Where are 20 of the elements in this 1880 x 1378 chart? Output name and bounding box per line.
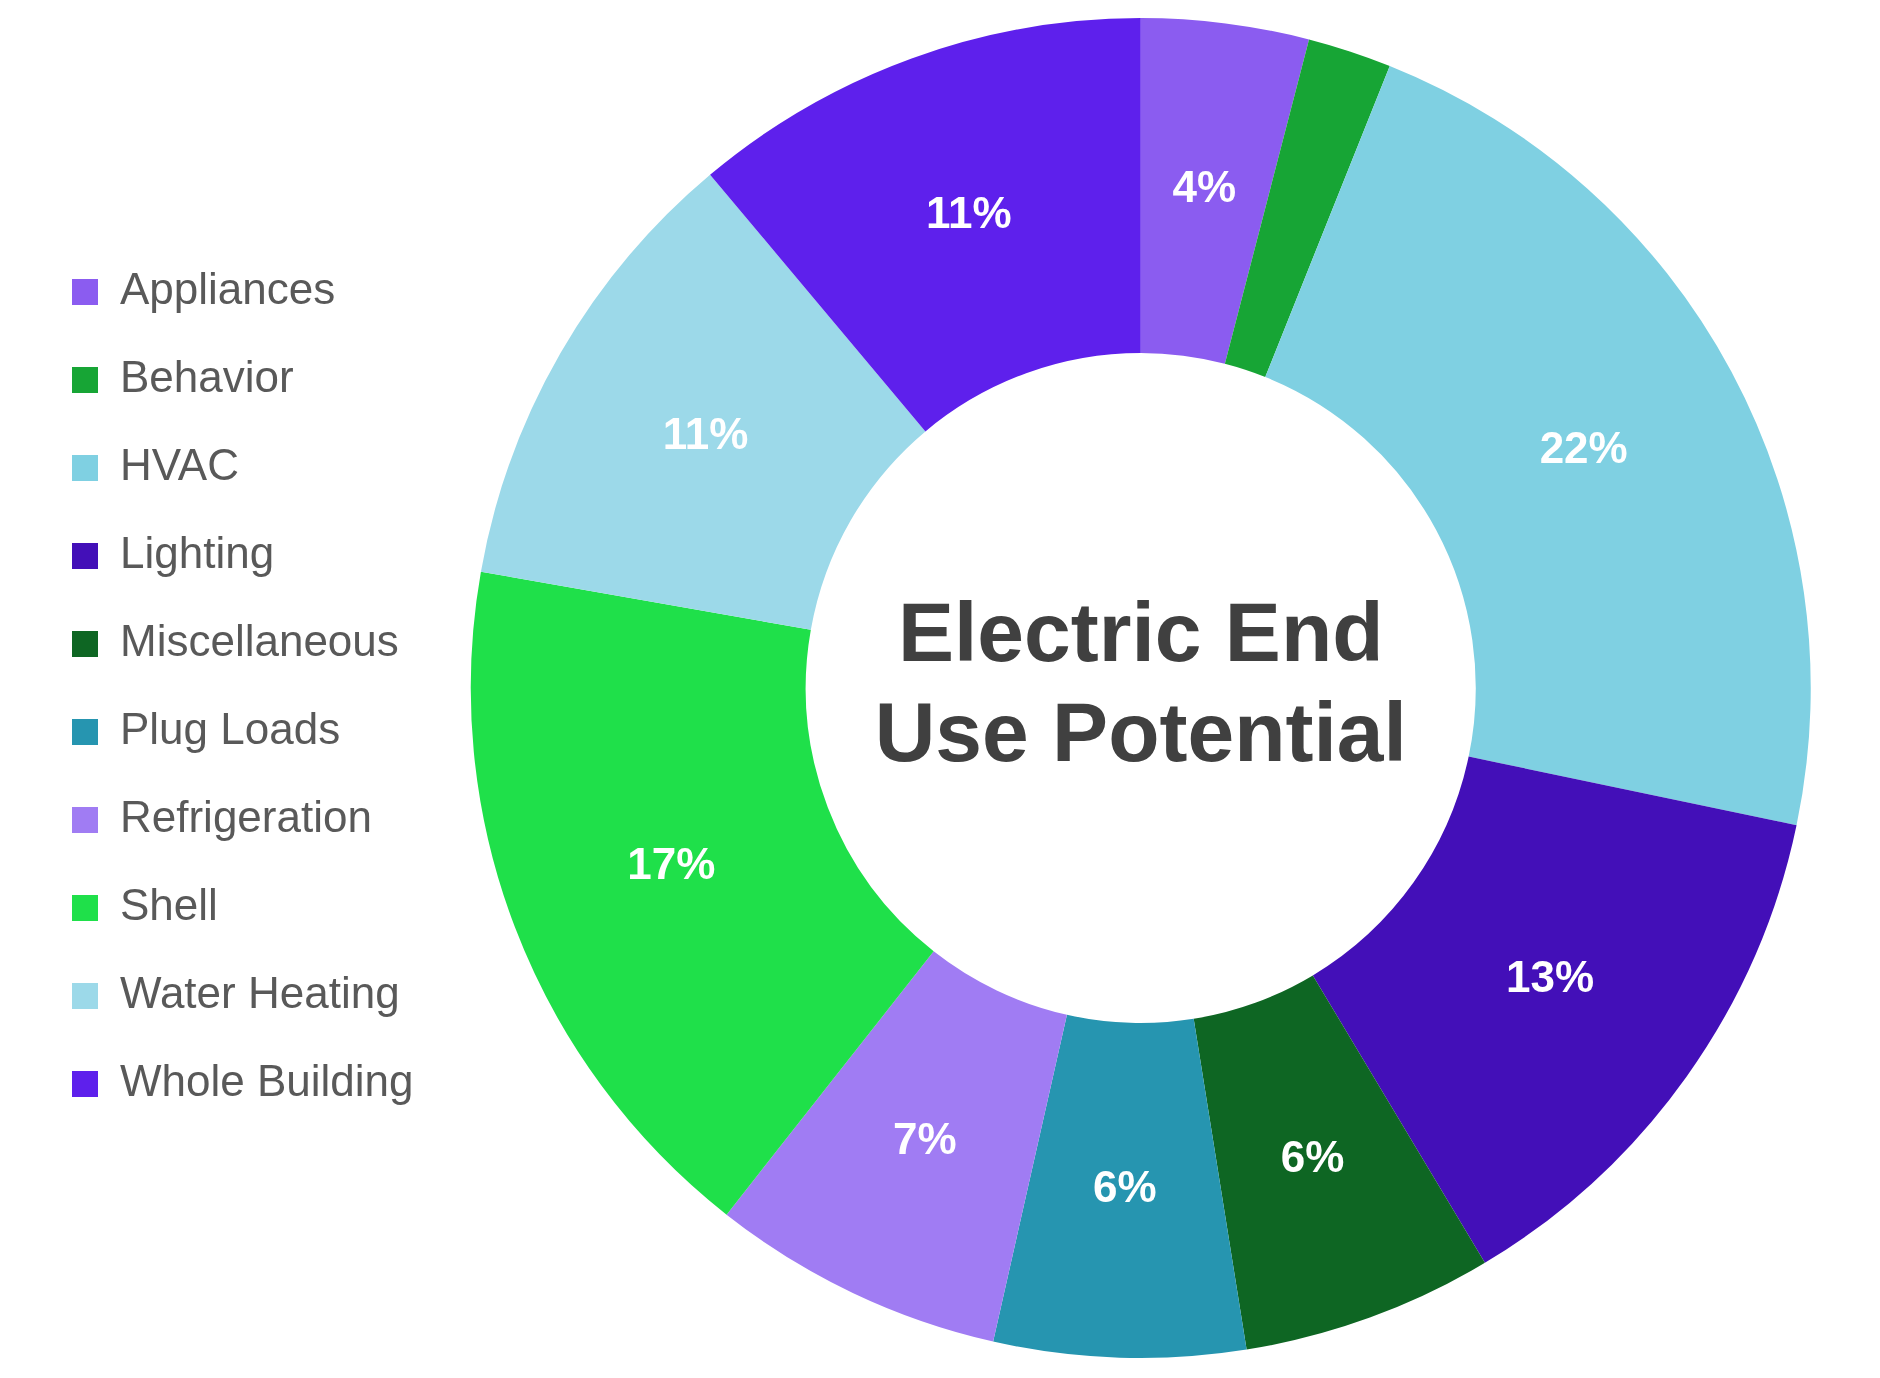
legend-label: Lighting [120, 528, 275, 578]
data-label: 17% [627, 839, 716, 889]
data-label: 6% [1093, 1162, 1157, 1212]
legend-label: Water Heating [120, 968, 400, 1018]
legend-label: Appliances [120, 264, 336, 314]
data-label: 6% [1280, 1132, 1345, 1182]
legend-label: Plug Loads [120, 704, 341, 754]
data-label: 13% [1506, 951, 1595, 1001]
data-label: 11% [662, 408, 749, 458]
data-label: 22% [1539, 422, 1628, 472]
legend-label: Whole Building [120, 1056, 414, 1106]
legend-label: Miscellaneous [120, 616, 399, 666]
data-label: 4% [1172, 161, 1237, 211]
legend-label: Shell [120, 880, 218, 930]
data-label: 7% [892, 1113, 957, 1163]
text: Electric End Use Potential [874, 585, 1407, 780]
data-label: 11% [926, 187, 1012, 237]
legend-label: Behavior [120, 352, 294, 402]
legend-label: HVAC [120, 440, 239, 490]
legend-label: Refrigeration [120, 792, 372, 842]
